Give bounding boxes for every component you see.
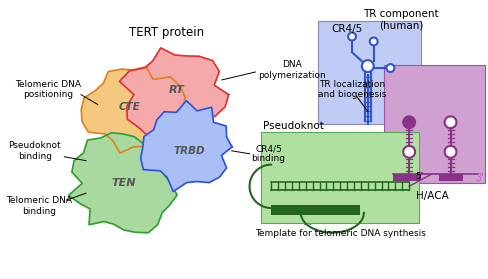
Text: Pseudoknot: Pseudoknot <box>264 121 324 131</box>
Text: RT: RT <box>169 85 184 95</box>
Text: TR localization
and biogenesis: TR localization and biogenesis <box>318 80 386 99</box>
Polygon shape <box>120 48 228 145</box>
Polygon shape <box>81 67 185 153</box>
Bar <box>393 174 421 181</box>
Circle shape <box>386 64 394 72</box>
Bar <box>439 174 464 181</box>
Text: CR4/5: CR4/5 <box>331 24 363 34</box>
Text: Telomeric DNA
positioning: Telomeric DNA positioning <box>16 80 81 99</box>
Circle shape <box>348 33 356 40</box>
Bar <box>318 21 421 124</box>
Bar <box>262 132 419 223</box>
Circle shape <box>370 37 378 45</box>
Text: 5': 5' <box>415 172 423 181</box>
Text: TRBD: TRBD <box>174 146 205 156</box>
Text: TR component
(human): TR component (human) <box>364 9 439 30</box>
Text: Telomeric DNA
binding: Telomeric DNA binding <box>6 196 72 216</box>
Circle shape <box>403 116 415 128</box>
Circle shape <box>362 60 374 72</box>
Text: Template for telomeric DNA synthesis: Template for telomeric DNA synthesis <box>255 229 426 238</box>
Text: Pseudoknot
binding: Pseudoknot binding <box>8 141 61 160</box>
Text: DNA
polymerization: DNA polymerization <box>259 60 326 80</box>
Polygon shape <box>69 133 177 233</box>
Bar <box>384 65 485 183</box>
Text: CTE: CTE <box>119 102 140 112</box>
Text: TERT protein: TERT protein <box>129 26 204 39</box>
Text: H/ACA: H/ACA <box>416 191 449 201</box>
Circle shape <box>445 116 456 128</box>
Circle shape <box>403 146 415 158</box>
Polygon shape <box>141 101 232 192</box>
Text: CR4/5
binding: CR4/5 binding <box>251 144 285 163</box>
Text: 3': 3' <box>476 174 485 183</box>
Bar <box>271 205 360 215</box>
Circle shape <box>445 146 456 158</box>
Text: TEN: TEN <box>111 178 136 188</box>
